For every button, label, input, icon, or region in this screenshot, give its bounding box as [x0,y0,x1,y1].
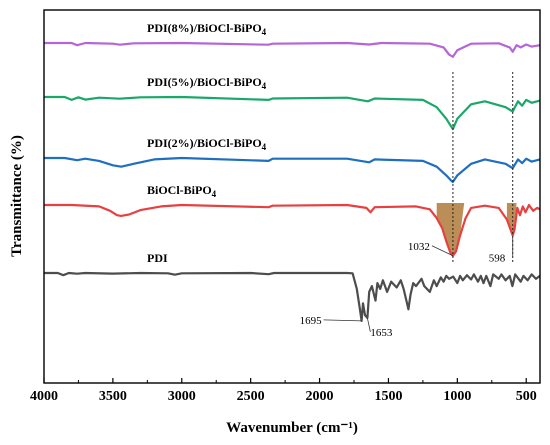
series-line [44,271,541,322]
series-label: PDI(2%)/BiOCl-BiPO4 [147,136,267,152]
series-label: PDI [147,251,168,265]
series-line [44,156,541,183]
annotation-arrow [323,319,362,322]
annotation-label: 1695 [300,315,323,327]
series-line [44,203,541,257]
series-label: PDI(5%)/BiOCl-BiPO4 [147,75,267,91]
x-tick-label: 500 [516,389,537,404]
y-axis-label: Transmittance (%) [9,135,25,257]
annotation-arrow [366,317,371,333]
annotation-arrow [431,245,454,257]
series-line [44,95,541,130]
series-label: PDI(8%)/BiOCl-BiPO4 [147,21,267,37]
annotation-label: 598 [489,252,506,264]
x-tick-label: 2500 [237,389,265,404]
series-line [44,41,541,58]
annotation-label: 1653 [370,327,393,339]
axes: 4000 3500 3000 2500 2000 1500 1000 500 [30,9,541,404]
series-label: BiOCl-BiPO4 [147,183,217,199]
plot-area: PDI(8%)/BiOCl-BiPO4 PDI(5%)/BiOCl-BiPO4 PD… [44,21,541,339]
x-tick-label: 4000 [30,389,58,404]
x-tick-label: 3000 [168,389,196,404]
x-tick-label: 1500 [374,389,402,404]
x-tick-label: 3500 [99,389,127,404]
x-tick-label: 1000 [443,389,471,404]
peak-highlight-fill [436,203,465,256]
x-axis-label: Wavenumber (cm⁻¹) [226,420,358,436]
x-tick-label: 2000 [306,389,334,404]
plot-frame [43,9,541,384]
annotation-label: 1032 [408,241,430,253]
